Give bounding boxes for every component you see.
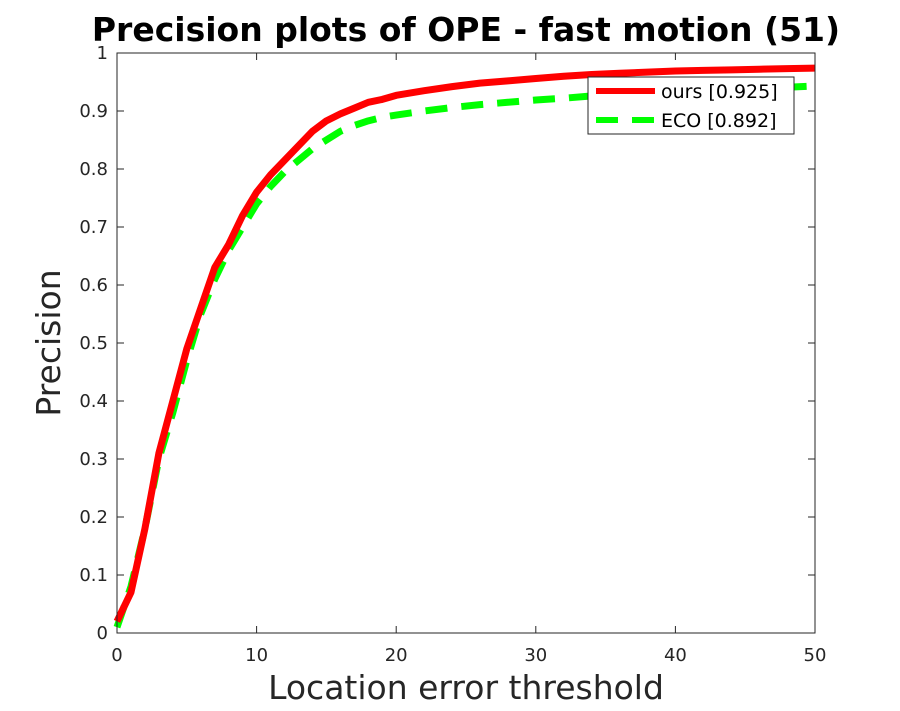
y-axis-title: Precision [29, 269, 68, 416]
x-tick-label: 30 [524, 645, 547, 666]
series-line-ours [113, 64, 816, 623]
plot-area [117, 53, 815, 633]
chart-title: Precision plots of OPE - fast motion (51… [92, 10, 840, 49]
x-tick-label: 40 [664, 645, 687, 666]
y-tick-label: 0 [97, 623, 108, 644]
y-tick-label: 0.8 [79, 159, 108, 180]
y-tick-label: 0.9 [79, 101, 108, 122]
ticks-layer: 0 10 20 30 40 50 0 0.1 0.2 0.3 0.4 0.5 0.6 0.7 0.8 0.9 1 [79, 43, 826, 666]
x-tick-label: 10 [245, 645, 268, 666]
y-tick-label: 1 [97, 43, 108, 64]
y-tick-label: 0.4 [79, 391, 108, 412]
legend-label-ours: ours [0.925] [661, 81, 778, 103]
y-tick-label: 0.6 [79, 275, 108, 296]
x-tick-label: 50 [804, 645, 827, 666]
legend: ours [0.925] ECO [0.892] [587, 76, 795, 135]
y-tick-label: 0.5 [79, 333, 108, 354]
y-tick-label: 0.1 [79, 565, 108, 586]
x-tick-label: 0 [111, 645, 122, 666]
y-tick-label: 0.3 [79, 449, 108, 470]
x-axis-title: Location error threshold [268, 668, 664, 707]
legend-label-eco: ECO [0.892] [661, 110, 776, 132]
x-tick-label: 20 [385, 645, 408, 666]
y-tick-label: 0.7 [79, 217, 108, 238]
legend-box [587, 76, 795, 135]
y-tick-label: 0.2 [79, 507, 108, 528]
